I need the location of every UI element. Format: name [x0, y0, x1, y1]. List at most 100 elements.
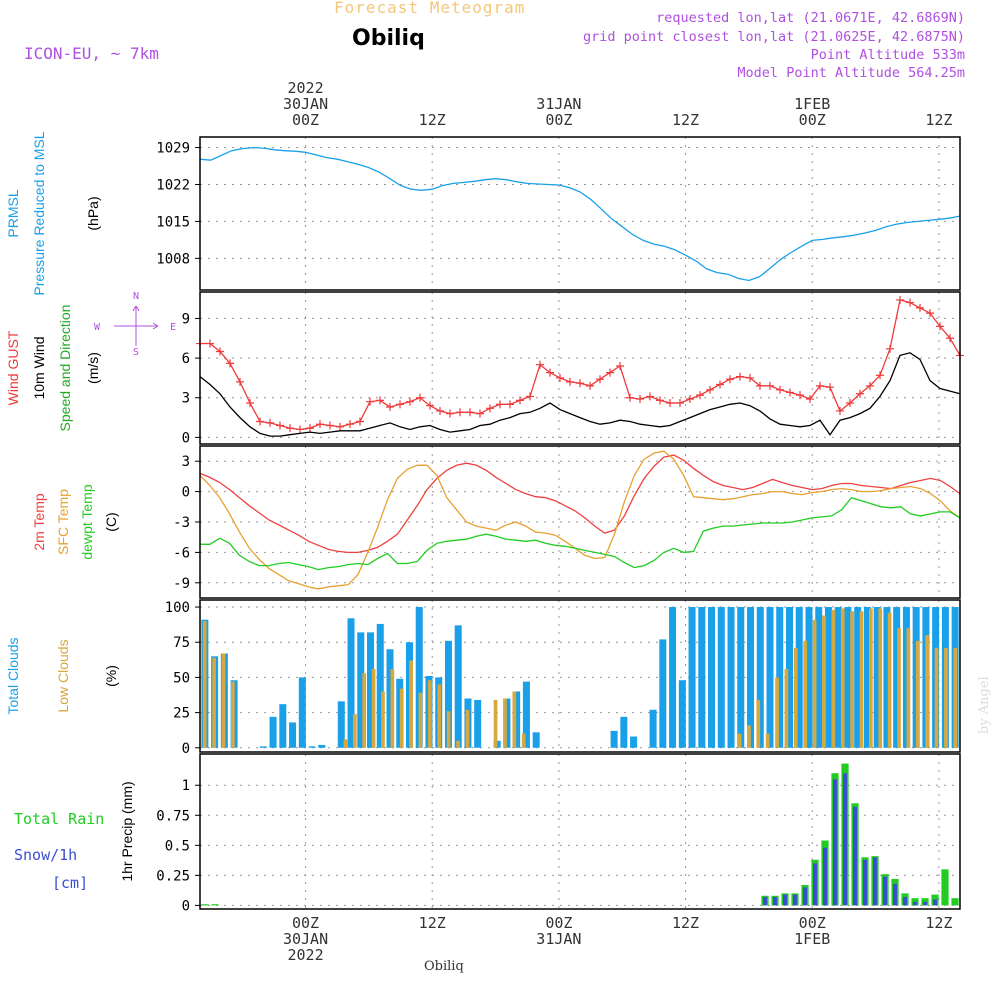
y-tick-label: -9	[173, 576, 190, 592]
gust-marker	[386, 402, 394, 411]
y-tick-label: 1029	[156, 141, 190, 157]
y-tick-label: 100	[165, 600, 190, 616]
clouds-bar	[512, 691, 517, 748]
gust-marker	[236, 377, 244, 386]
clouds-bar	[902, 607, 910, 748]
bottom-time-label: 1FEB	[794, 930, 830, 948]
gust-marker	[766, 381, 774, 390]
gust-marker	[846, 399, 854, 408]
precip-bar	[913, 901, 917, 906]
clouds-bar	[669, 607, 677, 748]
bottom-time-label: 00Z	[799, 914, 826, 932]
clouds-bar	[202, 621, 207, 748]
clouds-bar	[915, 640, 920, 748]
gust-marker	[246, 399, 254, 408]
clouds-bar	[357, 632, 365, 748]
gust-marker	[206, 339, 214, 348]
legend-snow-unit: [cm]	[52, 874, 88, 892]
y-tick-label: 6	[182, 351, 190, 367]
clouds-bar	[688, 607, 696, 748]
clouds-bar	[399, 688, 404, 748]
clouds-bar	[869, 608, 873, 748]
gust-marker	[316, 420, 324, 429]
panel-label: PRMSL	[5, 189, 21, 237]
clouds-bar	[318, 744, 326, 748]
bottom-time-label: 12Z	[925, 914, 952, 932]
gust-marker	[526, 392, 534, 401]
clouds-bar	[756, 699, 761, 748]
top-time-label: 00Z	[292, 111, 319, 129]
gust-marker	[296, 425, 304, 434]
gust-marker	[656, 396, 664, 405]
gust-marker	[346, 420, 354, 429]
clouds-bar	[465, 709, 470, 748]
clouds-bar	[897, 628, 901, 748]
panel-clouds: 0 25 50 75 100	[165, 599, 961, 757]
clouds-bar	[765, 733, 770, 748]
gust-marker	[696, 391, 704, 400]
clouds-bar	[776, 607, 784, 748]
precip-bar	[201, 904, 209, 906]
clouds-bar	[212, 657, 216, 748]
panel-label: 10m Wind	[31, 336, 47, 399]
precip-bar	[823, 847, 827, 906]
precip-bar	[933, 899, 937, 906]
clouds-bar	[934, 647, 939, 748]
model-label: ICON-EU, ~ 7km	[24, 44, 159, 63]
y-tick-label: 0.5	[165, 838, 190, 854]
gust-marker	[456, 408, 464, 417]
clouds-bar	[630, 736, 638, 748]
bottom-time-label: 00Z	[545, 914, 572, 932]
gust-marker	[756, 381, 764, 390]
gust-marker	[736, 372, 744, 381]
clouds-bar	[795, 607, 803, 748]
clouds-bar	[503, 698, 507, 748]
clouds-bar	[532, 732, 540, 748]
gust-marker	[576, 379, 584, 388]
gust-marker	[856, 389, 864, 398]
clouds-bar	[659, 639, 667, 748]
clouds-bar	[446, 711, 451, 748]
precip-bar	[773, 896, 777, 906]
clouds-bar	[812, 619, 817, 748]
precip-bar	[803, 887, 807, 906]
clouds-bar	[367, 632, 375, 748]
clouds-bar	[503, 698, 511, 748]
clouds-bar	[854, 607, 862, 748]
clouds-bar	[493, 699, 498, 748]
wind-series-line	[199, 352, 961, 437]
gust-marker	[606, 368, 614, 377]
clouds-bar	[893, 607, 901, 748]
clouds-bar	[362, 673, 367, 748]
precip-bar	[763, 896, 767, 906]
gust-marker	[946, 334, 954, 343]
wind-series-line	[200, 299, 961, 431]
gust-marker	[726, 375, 734, 384]
clouds-bar	[415, 607, 423, 748]
precip-bar	[793, 894, 797, 906]
gust-marker	[306, 424, 314, 433]
compass-west: W	[94, 322, 101, 333]
y-tick-label: -6	[173, 545, 190, 561]
clouds-bar	[805, 607, 813, 748]
gust-marker	[746, 373, 754, 382]
clouds-bar	[785, 607, 793, 748]
clouds-bar	[831, 609, 836, 748]
clouds-bar	[727, 607, 735, 748]
clouds-bar	[756, 607, 764, 748]
bottom-time-label: 12Z	[672, 914, 699, 932]
clouds-bar	[859, 611, 864, 748]
clouds-bar	[649, 709, 657, 748]
gust-marker	[266, 418, 274, 427]
precip-bar	[833, 779, 837, 906]
clouds-bar	[878, 608, 883, 748]
y-tick-label: 0.25	[156, 868, 190, 884]
bottom-time-label: 2022	[287, 946, 323, 964]
grid-point-coordinates: grid point closest lon,lat (21.0625E, 42…	[582, 29, 965, 45]
y-tick-label: 0	[182, 485, 190, 501]
gust-marker	[546, 368, 554, 377]
gust-marker	[466, 408, 474, 417]
footer-station: Obiliq	[424, 959, 464, 974]
temp-series-line	[199, 450, 961, 590]
top-time-label: 12Z	[672, 111, 699, 129]
